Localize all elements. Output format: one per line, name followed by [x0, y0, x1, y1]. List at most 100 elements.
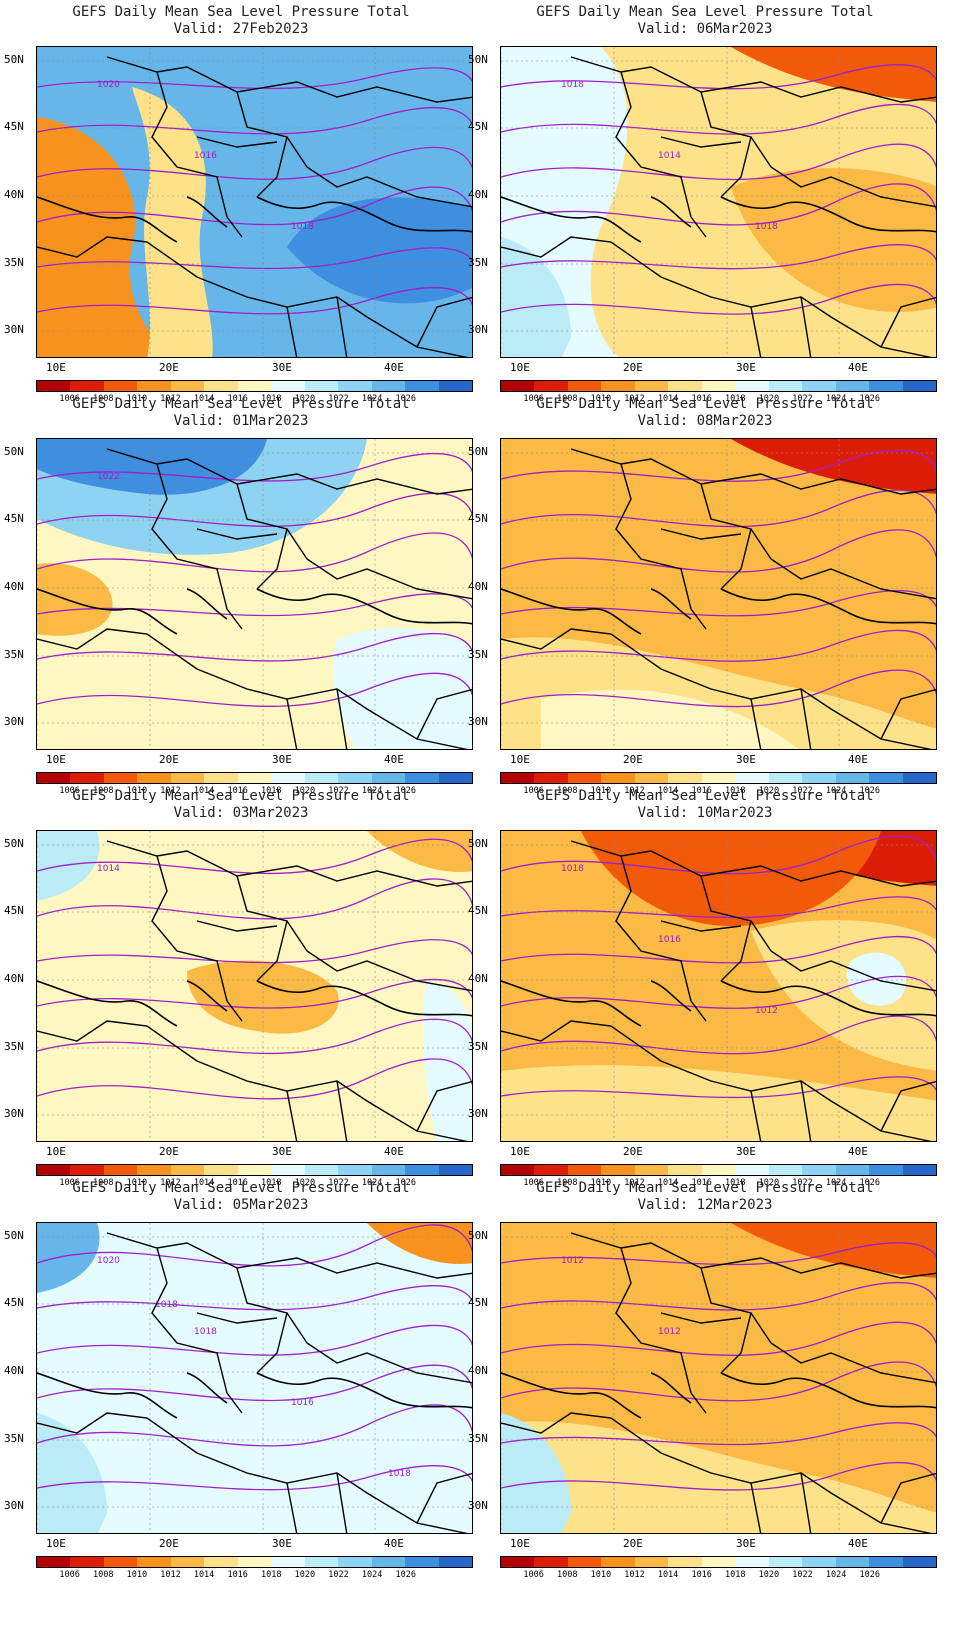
colorbar-label: 1018 — [725, 394, 746, 404]
colorbar-label: 1020 — [294, 1178, 316, 1188]
colorbar-swatch — [567, 381, 602, 391]
isobar-line — [501, 629, 936, 662]
isobar-label: 1014 — [658, 151, 681, 161]
map-svg — [501, 439, 936, 749]
isobar-label: 1016 — [658, 935, 681, 945]
lon-tick-label: 30E — [736, 361, 756, 374]
lat-tick-label: 45N — [4, 512, 24, 525]
colorbar-label: 1010 — [126, 786, 148, 796]
colorbar-swatch — [170, 1165, 205, 1175]
colorbar-label: 1016 — [227, 1178, 248, 1188]
isobar-line — [37, 838, 472, 875]
coastline — [37, 588, 472, 635]
pressure-shading — [37, 1223, 100, 1293]
colorbar-label: 1016 — [227, 1570, 248, 1580]
colorbar-label: 1024 — [361, 1570, 383, 1580]
panel-title: GEFS Daily Mean Sea Level Pressure Total — [72, 396, 410, 412]
colorbar-swatch — [634, 773, 669, 783]
lon-tick-label: 10E — [46, 1537, 66, 1550]
colorbar-label: 1020 — [758, 1178, 780, 1188]
lat-tick-label: 50N — [4, 1229, 24, 1242]
lat-tick-label: 45N — [468, 512, 488, 525]
pressure-shading — [541, 689, 799, 749]
colorbar-label: 1026 — [859, 394, 881, 404]
colorbar-swatch — [768, 381, 803, 391]
colorbar — [500, 772, 937, 784]
lat-tick-label: 40N — [468, 1364, 488, 1377]
colorbar-swatch — [103, 381, 138, 391]
colorbar-swatch — [501, 773, 535, 783]
isobar-line — [37, 1224, 472, 1267]
colorbar-label: 1014 — [657, 786, 679, 796]
colorbar-label: 1024 — [825, 1570, 847, 1580]
lon-tick-label: 30E — [272, 361, 292, 374]
colorbar-label: 1020 — [294, 394, 316, 404]
colorbar-swatch — [405, 1557, 439, 1567]
lon-tick-label: 40E — [384, 361, 404, 374]
colorbar-label: 1012 — [160, 1178, 181, 1188]
lon-tick-label: 20E — [623, 1145, 643, 1158]
country-borders — [501, 448, 936, 749]
colorbar-swatch — [701, 1165, 736, 1175]
colorbar-label: 1024 — [361, 786, 383, 796]
lat-tick-label: 35N — [4, 1040, 24, 1053]
isobar-label: 1018 — [155, 1300, 178, 1310]
colorbar-swatch — [37, 773, 71, 783]
colorbar-swatch — [371, 381, 406, 391]
colorbar-label: 1006 — [59, 394, 80, 404]
lon-tick-label: 20E — [159, 753, 179, 766]
lon-tick-label: 40E — [384, 1145, 404, 1158]
colorbar-swatch — [237, 773, 272, 783]
colorbar-swatch — [501, 381, 535, 391]
colorbar-label: 1010 — [126, 394, 148, 404]
country-borders — [501, 840, 936, 1141]
colorbar-swatch — [735, 381, 769, 391]
country-borders — [37, 1232, 472, 1533]
isobar-line — [37, 939, 472, 964]
colorbar-swatch — [70, 1557, 104, 1567]
colorbar — [500, 380, 937, 392]
colorbar-swatch — [668, 1165, 702, 1175]
isobar-label: 1016 — [194, 151, 217, 161]
lat-tick-label: 45N — [4, 904, 24, 917]
colorbar-label: 1018 — [261, 1570, 282, 1580]
isobar-line — [501, 1321, 936, 1356]
isobar-label: 1016 — [291, 1398, 314, 1408]
colorbar-swatch — [869, 1557, 903, 1567]
isobar-line — [501, 529, 936, 573]
colorbar-label: 1026 — [395, 1178, 417, 1188]
map-panel: GEFS Daily Mean Sea Level Pressure Total… — [0, 0, 482, 410]
panel-title: GEFS Daily Mean Sea Level Pressure Total — [536, 396, 874, 412]
colorbar-label: 1016 — [691, 786, 712, 796]
colorbar-swatch — [701, 1557, 736, 1567]
colorbar-swatch — [634, 381, 669, 391]
colorbar-label: 1026 — [859, 786, 881, 796]
colorbar-label: 1024 — [361, 394, 383, 404]
colorbar-swatch — [204, 1557, 238, 1567]
colorbar-label: 1020 — [294, 786, 316, 796]
colorbar-swatch — [567, 1165, 602, 1175]
lon-tick-label: 30E — [736, 1145, 756, 1158]
colorbar-swatch — [668, 773, 702, 783]
colorbar-swatch — [869, 381, 903, 391]
colorbar-label: 1022 — [328, 786, 349, 796]
isobar-label: 1022 — [97, 472, 120, 482]
colorbar-swatch — [70, 773, 104, 783]
colorbar-swatch — [438, 381, 473, 391]
colorbar-swatch — [869, 1165, 903, 1175]
lat-tick-label: 45N — [468, 904, 488, 917]
colorbar-label: 1010 — [126, 1570, 148, 1580]
panel-valid-date: Valid: 03Mar2023 — [173, 805, 309, 821]
lon-tick-label: 10E — [510, 361, 530, 374]
lat-tick-label: 40N — [4, 188, 24, 201]
colorbar-label: 1024 — [361, 1178, 383, 1188]
isobar-line — [37, 107, 472, 135]
colorbar-label: 1012 — [160, 394, 181, 404]
panel-valid-date: Valid: 08Mar2023 — [637, 413, 773, 429]
colorbar — [36, 772, 473, 784]
colorbar-swatch — [438, 773, 473, 783]
colorbar-label: 1010 — [590, 786, 612, 796]
lat-tick-label: 35N — [468, 256, 488, 269]
isobar-line — [37, 672, 472, 707]
pressure-shading — [37, 1413, 107, 1533]
